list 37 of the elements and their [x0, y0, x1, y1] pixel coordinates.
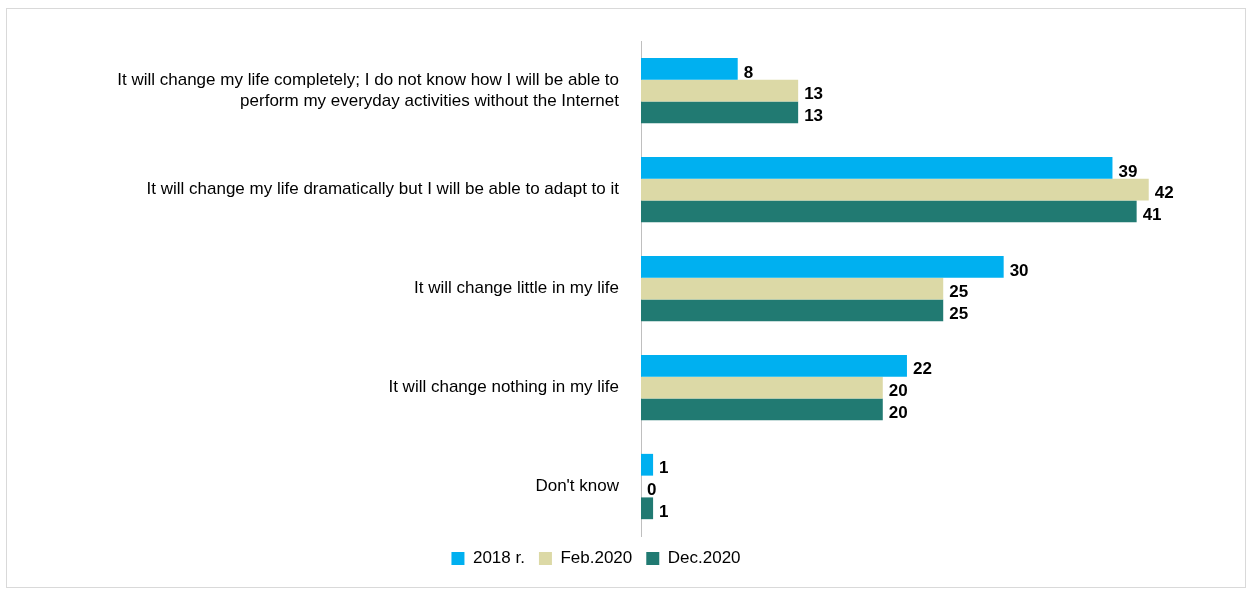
data-label: 42 [1154, 183, 1174, 203]
y-tick-label: It will change little in my life [413, 278, 619, 298]
legend-label: Dec.2020 [667, 548, 741, 568]
data-label: 22 [912, 359, 932, 379]
data-label: 0 [647, 480, 657, 500]
bar [641, 156, 1113, 179]
data-label: 13 [804, 106, 824, 126]
bar [641, 376, 883, 399]
bar [641, 398, 883, 421]
y-tick-label: It will change my life completely; I do not know how I will be able to perform my everyday activities without the Internet [117, 70, 620, 110]
data-label: 1 [659, 501, 669, 521]
bar [641, 178, 1149, 201]
legend-label: Feb.2020 [560, 548, 633, 568]
data-label: 25 [949, 304, 969, 324]
bar [641, 101, 799, 124]
bar [641, 58, 738, 80]
data-label: 20 [888, 381, 908, 401]
data-label: 41 [1142, 205, 1162, 225]
data-label: 1 [659, 458, 669, 478]
data-label: 30 [1009, 260, 1029, 280]
bar [641, 79, 799, 102]
bar [641, 255, 1004, 278]
data-label: 39 [1118, 161, 1138, 181]
data-label: 25 [949, 282, 969, 302]
y-tick-label: Don't know [535, 476, 620, 496]
bar [641, 299, 944, 322]
bar [641, 200, 1137, 223]
bar [641, 354, 907, 377]
data-label: 13 [804, 84, 824, 104]
data-label: 8 [743, 62, 754, 82]
data-label: 20 [888, 403, 908, 423]
bar [641, 453, 654, 476]
bar [641, 277, 944, 300]
y-tick-label: It will change my life dramatically but I will be able to adapt to it [146, 179, 620, 199]
y-tick-label: It will change nothing in my life [388, 377, 619, 397]
bar [641, 497, 654, 520]
legend-label: 2018 r. [472, 548, 525, 568]
